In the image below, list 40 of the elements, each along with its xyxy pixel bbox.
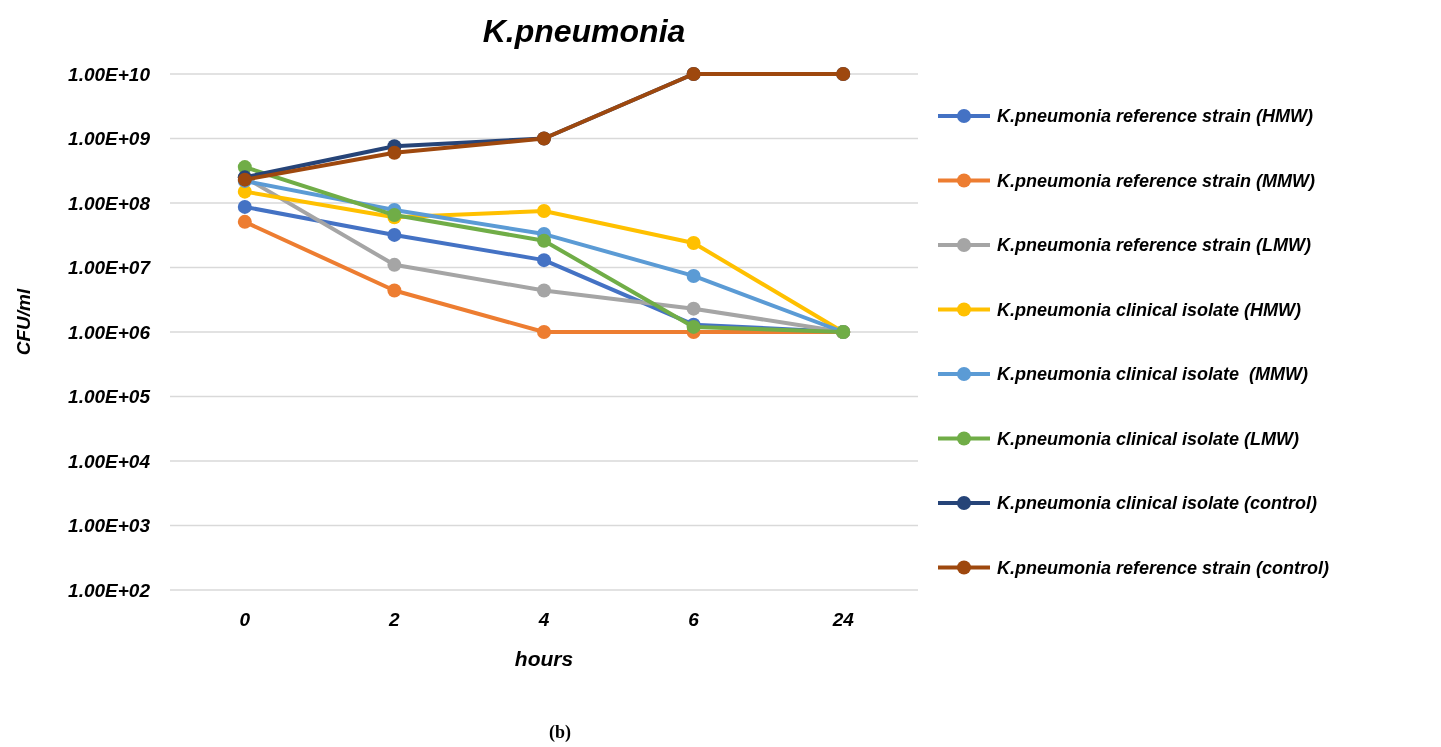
point	[686, 268, 701, 283]
y-tick-label: 1.00E+02	[68, 579, 151, 601]
y-tick-label: 1.00E+06	[68, 321, 151, 343]
x-tick-label: 24	[831, 609, 855, 630]
x-tick-label: 0	[239, 609, 251, 630]
legend-label: K.pneumonia reference strain (LMW)	[997, 235, 1312, 256]
y-tick-label: 1.00E+05	[68, 386, 151, 408]
point	[237, 199, 252, 214]
legend-label: K.pneumonia clinical isolate (LMW)	[997, 428, 1300, 449]
y-tick-label: 1.00E+04	[68, 450, 151, 472]
point	[537, 325, 551, 339]
point	[686, 235, 701, 250]
y-tick-label: 1.00E+03	[68, 515, 151, 537]
point	[387, 145, 402, 160]
legend-label: K.pneumonia clinical isolate (HMW)	[997, 299, 1302, 320]
point	[537, 204, 551, 219]
point	[387, 283, 402, 298]
point	[537, 283, 551, 298]
legend-label: K.pneumonia clinical isolate (control)	[997, 493, 1318, 514]
point	[387, 227, 402, 242]
legend-label: K.pneumonia clinical isolate (MMW)	[997, 364, 1309, 385]
y-axis-title: CFU/ml	[13, 288, 34, 356]
legend-label: K.pneumonia reference strain (MMW)	[997, 170, 1316, 191]
point	[686, 301, 701, 316]
x-tick-label: 2	[388, 609, 401, 630]
point	[237, 214, 252, 229]
y-tick-label: 1.00E+10	[68, 63, 151, 85]
x-tick-label: 4	[537, 609, 550, 630]
legend-label: K.pneumonia reference strain (control)	[997, 557, 1330, 578]
legend-label: K.pneumonia reference strain (HMW)	[997, 106, 1314, 127]
y-tick-label: 1.00E+08	[68, 192, 151, 214]
y-tick-label: 1.00E+09	[68, 128, 151, 150]
y-tick-label: 1.00E+07	[68, 257, 152, 279]
chart-title: K.pneumonia	[482, 13, 686, 49]
x-tick-label: 6	[688, 609, 700, 630]
point	[537, 233, 551, 248]
text: (b)	[549, 722, 571, 743]
point	[537, 253, 551, 268]
point	[387, 257, 402, 272]
x-axis-title: hours	[514, 647, 574, 670]
